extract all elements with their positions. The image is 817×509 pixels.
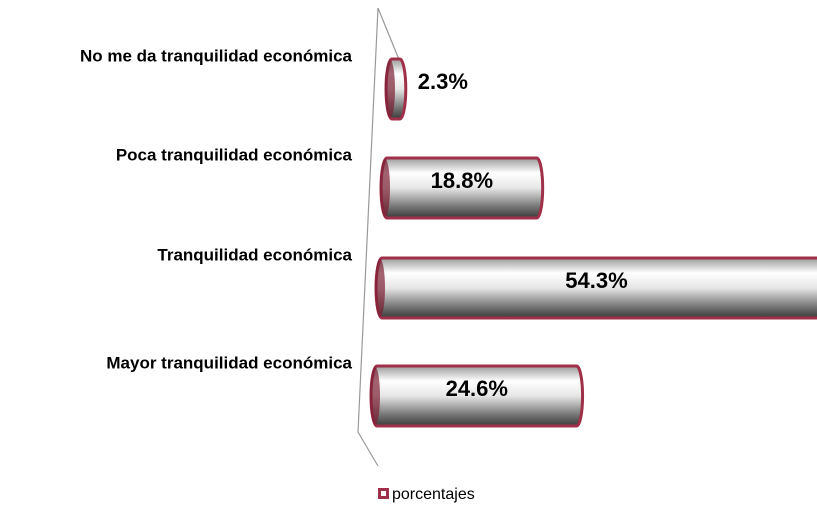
value-label: 24.6% (446, 376, 508, 401)
bar-cap (380, 159, 390, 217)
y-tick-label: No me da tranquilidad económica (80, 46, 353, 65)
bar (374, 256, 817, 320)
value-label: 54.3% (565, 268, 627, 293)
value-label: 18.8% (431, 168, 493, 193)
bar-cap (370, 367, 380, 425)
plot: No me da tranquilidad económica 2.3% Poca … (80, 46, 817, 428)
y-tick-label: Mayor tranquilidad económica (106, 353, 352, 372)
bar (369, 364, 585, 428)
bar (384, 57, 408, 121)
value-label: 2.3% (418, 69, 468, 94)
legend-label: porcentajes (392, 486, 475, 503)
y-tick-label: Poca tranquilidad económica (116, 145, 353, 164)
y-tick-label: Tranquilidad económica (157, 245, 352, 264)
bar-cap (375, 259, 385, 317)
bar (379, 156, 545, 220)
bar-cap (385, 60, 395, 118)
legend-swatch-inner (381, 491, 386, 496)
plot-wall (357, 7, 401, 467)
